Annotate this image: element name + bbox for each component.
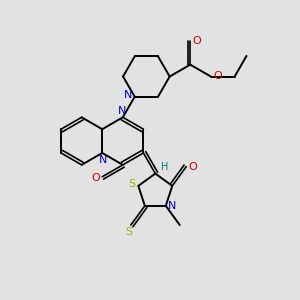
Text: N: N (124, 90, 132, 100)
Text: N: N (168, 201, 176, 211)
Text: H: H (160, 162, 168, 172)
Text: S: S (125, 226, 132, 237)
Text: O: O (91, 173, 100, 183)
Text: O: O (213, 71, 222, 81)
Text: O: O (192, 36, 201, 46)
Text: O: O (188, 162, 197, 172)
Text: N: N (118, 106, 126, 116)
Text: S: S (128, 179, 135, 189)
Text: N: N (99, 154, 107, 164)
